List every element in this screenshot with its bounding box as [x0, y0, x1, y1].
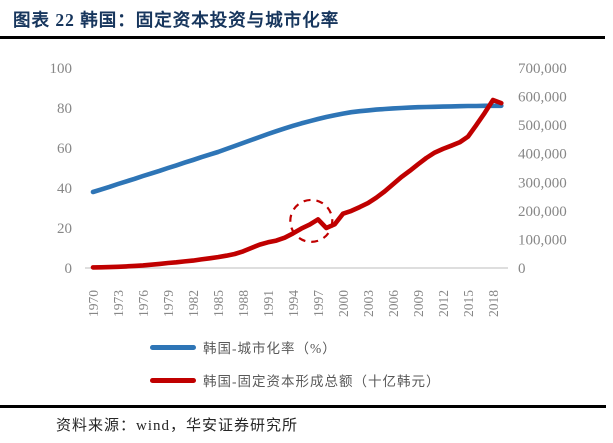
- urbanization-legend-label: 韩国-城市化率（%）: [203, 341, 337, 356]
- x-axis-tick-label: 2018: [486, 290, 501, 317]
- x-axis-tick-label: 1991: [261, 290, 276, 317]
- right-axis-tick-label: 300,000: [518, 175, 567, 191]
- left-axis-tick-label: 100: [50, 61, 73, 77]
- fixed-capital-line-swatch: [150, 377, 196, 383]
- x-axis-tick-label: 1985: [211, 290, 226, 317]
- crisis-highlight-circle: [289, 198, 334, 243]
- title-underline: [0, 36, 605, 39]
- x-axis-tick-label: 1970: [86, 290, 101, 317]
- right-axis-tick-label: 500,000: [518, 118, 567, 134]
- left-axis-tick-label: 40: [57, 181, 72, 197]
- left-axis-tick-label: 80: [57, 101, 72, 117]
- x-axis-tick-label: 1982: [186, 290, 201, 317]
- x-axis-tick-label: 1988: [236, 290, 251, 317]
- x-axis-tick-label: 1973: [111, 290, 126, 317]
- right-axis-tick-label: 600,000: [518, 90, 567, 106]
- fixed-capital-formation-line: [90, 97, 504, 270]
- x-axis-tick-label: 2000: [336, 290, 351, 317]
- x-axis-tick-label: 2003: [361, 290, 376, 317]
- left-axis-tick-label: 20: [57, 221, 72, 237]
- urbanization-rate-line: [90, 103, 504, 195]
- right-axis-tick-label: 400,000: [518, 147, 567, 163]
- fixed-capital-legend-label: 韩国-固定资本形成总额（十亿韩元）: [203, 374, 441, 389]
- legend: 韩国-城市化率（%） 韩国-固定资本形成总额（十亿韩元）: [150, 339, 441, 405]
- urbanization-line-swatch: [150, 344, 196, 350]
- right-axis-tick-label: 0: [518, 261, 526, 277]
- x-axis-tick-label: 1997: [311, 290, 326, 317]
- right-axis-tick-label: 200,000: [518, 204, 567, 220]
- x-axis-tick-label: 1979: [161, 290, 176, 317]
- x-axis-tick-label: 1976: [136, 290, 151, 317]
- x-axis-tick-label: 2009: [411, 290, 426, 317]
- source-divider: [0, 405, 606, 408]
- left-axis-tick-label: 0: [65, 261, 73, 277]
- right-axis-tick-label: 700,000: [518, 61, 567, 77]
- x-axis-tick-label: 2015: [461, 290, 476, 317]
- right-axis-tick-label: 100,000: [518, 232, 567, 248]
- x-axis-tick-label: 2006: [386, 290, 401, 317]
- x-axis-tick-label: 2012: [436, 290, 451, 317]
- chart-canvas: 0 20 40 60 80 100 0 100,000 200,000 300,000 400,00…: [50, 61, 567, 317]
- x-axis-tick-label: 1994: [286, 290, 301, 317]
- chart-title: 图表 22 韩国：固定资本投资与城市化率: [13, 10, 340, 30]
- legend-item-fixed-capital: 韩国-固定资本形成总额（十亿韩元）: [150, 372, 441, 389]
- legend-item-urbanization: 韩国-城市化率（%）: [150, 339, 441, 356]
- source-text: 资料来源：wind，华安证券研究所: [56, 418, 299, 434]
- left-axis-tick-label: 60: [57, 141, 72, 157]
